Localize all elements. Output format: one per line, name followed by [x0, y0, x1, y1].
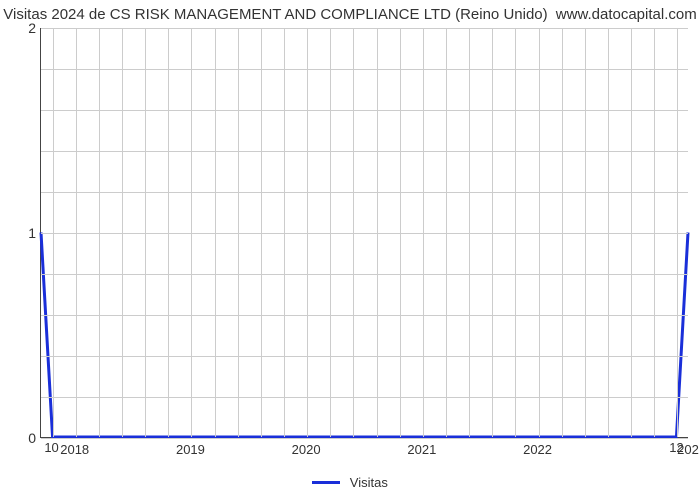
data-point-label: 10: [44, 440, 58, 455]
y-tick-label: 2: [28, 20, 36, 36]
x-tick-label: 2021: [407, 442, 436, 457]
gridline-horizontal: [41, 274, 688, 275]
gridline-horizontal: [41, 233, 688, 234]
legend-label: Visitas: [350, 475, 388, 490]
gridline-horizontal: [41, 356, 688, 357]
legend: Visitas: [0, 474, 700, 490]
gridline-horizontal: [41, 438, 688, 439]
gridline-horizontal: [41, 110, 688, 111]
chart-title-right: www.datocapital.com: [556, 6, 697, 23]
data-point-label: 12: [669, 440, 683, 455]
gridline-horizontal: [41, 315, 688, 316]
plot-area: [40, 28, 688, 438]
y-tick-label: 0: [28, 430, 36, 446]
chart-title-left: Visitas 2024 de CS RISK MANAGEMENT AND C…: [3, 6, 547, 23]
x-tick-label: 2022: [523, 442, 552, 457]
gridline-horizontal: [41, 151, 688, 152]
x-tick-label: 2019: [176, 442, 205, 457]
y-tick-label: 1: [28, 225, 36, 241]
legend-swatch: [312, 481, 340, 484]
x-tick-label: 2020: [292, 442, 321, 457]
gridline-horizontal: [41, 28, 688, 29]
x-tick-label: 2018: [60, 442, 89, 457]
gridline-horizontal: [41, 397, 688, 398]
chart-title: Visitas 2024 de CS RISK MANAGEMENT AND C…: [0, 6, 700, 23]
gridline-horizontal: [41, 192, 688, 193]
gridline-horizontal: [41, 69, 688, 70]
